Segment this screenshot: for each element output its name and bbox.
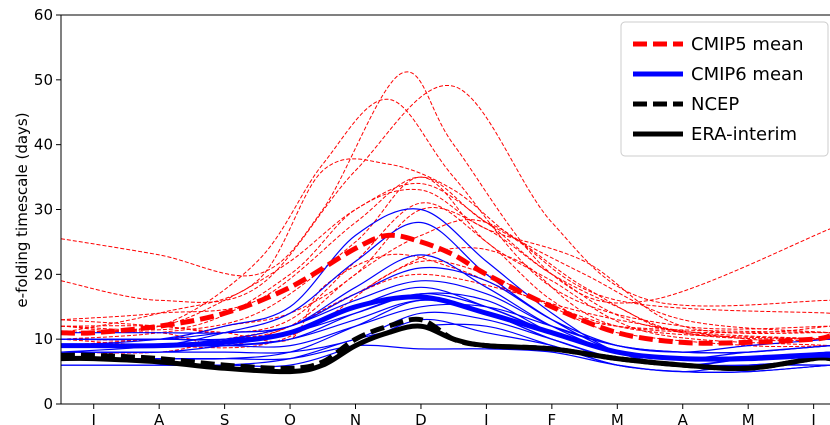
x-tick-label: D: [415, 411, 427, 425]
cmip5-model-line: [61, 207, 830, 341]
cmip6-model-lines: [61, 208, 830, 374]
cmip6-model-line: [61, 266, 830, 353]
cmip5-model-line: [61, 273, 830, 347]
x-tick-label: N: [350, 411, 361, 425]
x-tick-label: M: [742, 411, 755, 425]
cmip5-mean-line: [61, 232, 830, 346]
y-tick-label: 20: [34, 265, 53, 283]
y-tick-label: 40: [34, 136, 53, 154]
x-tick-label: J: [810, 411, 815, 425]
ncep-line: [61, 316, 830, 372]
y-axis-label: e-folding timescale (days): [13, 112, 31, 307]
x-tick-label: S: [220, 411, 230, 425]
y-tick-label: 50: [34, 71, 53, 89]
x-tick-label: M: [611, 411, 624, 425]
y-tick-label: 60: [34, 6, 53, 24]
y-ticks: 0 10 20 30 40 50 60: [34, 6, 61, 413]
x-tick-label: O: [284, 411, 296, 425]
cmip5-model-line: [61, 188, 830, 334]
x-tick-label: A: [678, 411, 689, 425]
y-tick-label: 0: [43, 395, 53, 413]
legend: CMIP5 mean CMIP6 mean NCEP ERA-interim: [620, 21, 829, 157]
legend-label: ERA-interim: [691, 124, 797, 145]
x-tick-label: J: [483, 411, 488, 425]
y-tick-label: 10: [34, 330, 53, 348]
x-tick-label: F: [548, 411, 557, 425]
legend-frame: [620, 21, 829, 157]
cmip5-model-line: [61, 98, 830, 332]
cmip6-model-line: [61, 344, 830, 373]
legend-label: CMIP5 mean: [691, 34, 803, 55]
cmip5-model-line: [61, 182, 830, 340]
x-tick-label: A: [154, 411, 165, 425]
cmip5-model-line: [61, 176, 830, 347]
legend-label: CMIP6 mean: [691, 64, 803, 85]
x-tick-label: J: [91, 411, 96, 425]
cmip5-model-lines: [61, 71, 830, 354]
cmip5-model-line: [61, 158, 830, 334]
cmip5-model-line: [61, 84, 830, 307]
cmip6-mean-line: [61, 294, 830, 362]
cmip5-model-line: [61, 247, 830, 349]
mean-and-reanalysis-lines: [61, 232, 830, 375]
legend-label: NCEP: [691, 94, 739, 115]
y-tick-label: 30: [34, 201, 53, 219]
